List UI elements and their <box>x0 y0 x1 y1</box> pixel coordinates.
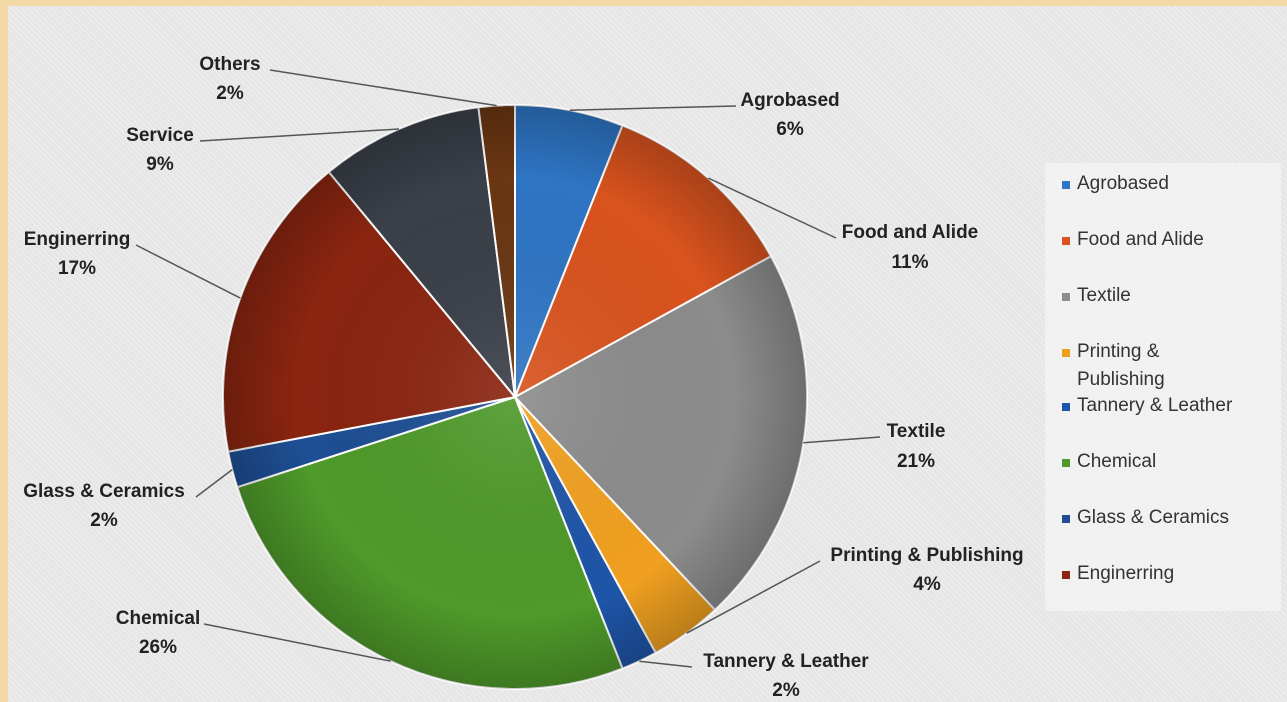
data-label-value: 2% <box>772 680 800 701</box>
legend-box <box>1045 163 1281 611</box>
data-label-value: 4% <box>913 574 941 595</box>
data-label-name: Food and Alide <box>842 222 979 243</box>
legend-swatch <box>1062 237 1070 245</box>
pie-slices <box>222 103 808 690</box>
data-label-name: Others <box>199 54 260 75</box>
leader-line <box>686 560 821 634</box>
data-label-value: 17% <box>58 258 96 279</box>
legend: Agrobased Food and Alide Textile Printin… <box>1045 163 1281 611</box>
data-label-name: Service <box>126 125 194 146</box>
leader-line <box>569 105 737 111</box>
legend-label: Chemical <box>1077 451 1156 472</box>
legend-swatch <box>1062 459 1070 467</box>
data-label-value: 6% <box>776 119 804 140</box>
legend-label: Glass & Ceramics <box>1077 507 1229 528</box>
data-label-name: Agrobased <box>740 90 839 111</box>
data-label-value: 26% <box>139 637 177 658</box>
legend-swatch <box>1062 403 1070 411</box>
legend-label: Tannery & Leather <box>1077 395 1233 416</box>
data-label-value: 11% <box>892 252 929 273</box>
legend-swatch <box>1062 515 1070 523</box>
legend-swatch <box>1062 181 1070 189</box>
data-label-name: Enginerring <box>24 229 131 250</box>
data-label-value: 2% <box>90 510 118 531</box>
leader-line <box>639 660 693 668</box>
leader-line <box>199 128 400 142</box>
leader-lines <box>135 69 881 668</box>
data-labels: Agrobased 6% Food and Alide 11% Textile … <box>23 54 1023 701</box>
legend-label: Enginerring <box>1077 563 1174 584</box>
data-label-name: Textile <box>887 421 946 442</box>
data-label-name: Chemical <box>116 608 200 629</box>
leader-line <box>269 69 497 107</box>
data-label-name: Tannery & Leather <box>703 651 869 672</box>
legend-label: Printing & Publishing <box>1077 341 1165 390</box>
leader-line <box>803 436 881 444</box>
leader-line <box>203 623 391 662</box>
data-label-value: 2% <box>216 83 244 104</box>
leader-line <box>707 177 837 239</box>
legend-swatch <box>1062 293 1070 301</box>
leader-line <box>195 469 233 498</box>
leader-line <box>135 244 241 299</box>
legend-label: Textile <box>1077 285 1131 306</box>
data-label-name: Glass & Ceramics <box>23 481 185 502</box>
legend-label: Agrobased <box>1077 173 1169 194</box>
legend-swatch <box>1062 571 1070 579</box>
data-label-value: 9% <box>146 154 174 175</box>
legend-label: Food and Alide <box>1077 229 1204 250</box>
legend-swatch <box>1062 349 1070 357</box>
data-label-value: 21% <box>897 451 935 472</box>
data-label-name: Printing & Publishing <box>830 545 1023 566</box>
